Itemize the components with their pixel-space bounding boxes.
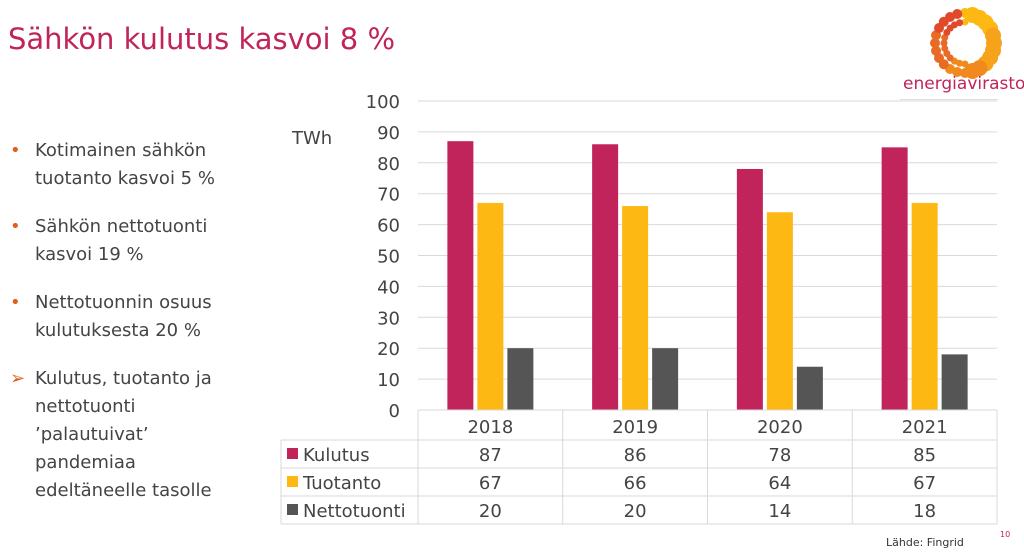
page-title: Sähkön kulutus kasvoi 8 % [8,22,396,56]
bar-tuotanto-2018 [477,202,504,410]
y-axis-label: TWh [291,128,332,149]
data-table-value: 66 [624,473,647,494]
y-tick-label: 100 [366,92,400,113]
page-number: 10 [1000,530,1011,539]
data-table-value: 20 [624,501,647,522]
x-category-label: 2020 [757,417,803,438]
logo-dot [960,68,970,78]
y-tick-label: 70 [377,185,400,206]
x-category-label: 2021 [902,417,948,438]
logo-dot [952,9,963,20]
logo-dot [940,39,948,47]
bar-nettotuonti-2019 [652,348,679,410]
bar-tuotanto-2019 [622,206,649,410]
legend-swatch-nettotuonti [287,504,298,515]
y-tick-label: 30 [377,308,400,329]
bullet-text: Kulutus, tuotanto ja nettotuonti ’palaut… [35,368,212,501]
bar-nettotuonti-2018 [507,348,534,410]
bullet-item: • Nettotuonnin osuus kulutuksesta 20 % [10,289,270,345]
logo-center [948,26,982,60]
data-table-value: 67 [913,473,936,494]
bullet-text: Nettotuonnin osuus kulutuksesta 20 % [35,292,212,341]
bullet-item: • Sähkön nettotuonti kasvoi 19 % [10,213,270,269]
bullet-marker: • [10,140,21,161]
divider [900,99,998,100]
source-note: Lähde: Fingrid [886,536,964,549]
energiavirasto-logo-icon [930,6,1002,80]
legend-label: Nettotuonti [303,501,406,522]
logo-dot [930,38,940,48]
bar-kulutus-2020 [736,168,763,410]
bar-tuotanto-2021 [911,202,938,410]
legend-swatch-kulutus [287,448,298,459]
legend-label: Kulutus [303,445,370,466]
bullet-marker: • [10,216,21,237]
logo-dot [961,60,969,68]
x-category-label: 2018 [467,417,513,438]
bar-kulutus-2019 [592,144,619,410]
bullet-item: ➢ Kulutus, tuotanto ja nettotuonti ’palau… [10,365,270,505]
bullet-item: • Kotimainen sähkön tuotanto kasvoi 5 % [10,137,270,193]
data-table-value: 67 [479,473,502,494]
y-tick-label: 20 [377,339,400,360]
y-tick-label: 0 [389,401,400,422]
legend-label: Tuotanto [302,473,381,494]
data-table-value: 85 [913,445,936,466]
y-tick-label: 80 [377,154,400,175]
y-tick-label: 40 [377,277,400,298]
data-table-value: 64 [768,473,791,494]
y-tick-label: 90 [377,123,400,144]
logo-text: energiavirasto [903,74,1024,94]
bullet-text: Kotimainen sähkön tuotanto kasvoi 5 % [35,140,215,189]
legend-swatch-tuotanto [287,476,298,487]
bullet-arrow-icon: ➢ [10,368,26,389]
bar-tuotanto-2020 [766,212,793,410]
bar-kulutus-2021 [881,147,908,410]
y-tick-label: 60 [377,216,400,237]
data-table-value: 20 [479,501,502,522]
bar-nettotuonti-2021 [941,354,968,410]
logo-dot [956,19,964,27]
data-table-value: 18 [913,501,936,522]
bar-nettotuonti-2020 [796,366,823,410]
logo-dot [941,44,949,52]
data-table-value: 14 [768,501,791,522]
x-category-label: 2019 [612,417,658,438]
y-tick-label: 10 [377,370,400,391]
bar-kulutus-2018 [447,141,474,411]
data-table-value: 87 [479,445,502,466]
logo-dot [931,45,942,56]
data-table-value: 86 [624,445,647,466]
bullet-list: • Kotimainen sähkön tuotanto kasvoi 5 % •… [10,137,270,525]
bullet-text: Sähkön nettotuonti kasvoi 19 % [35,216,208,265]
data-table-value: 78 [768,445,791,466]
bullet-marker: • [10,292,21,313]
y-tick-label: 50 [377,247,400,268]
